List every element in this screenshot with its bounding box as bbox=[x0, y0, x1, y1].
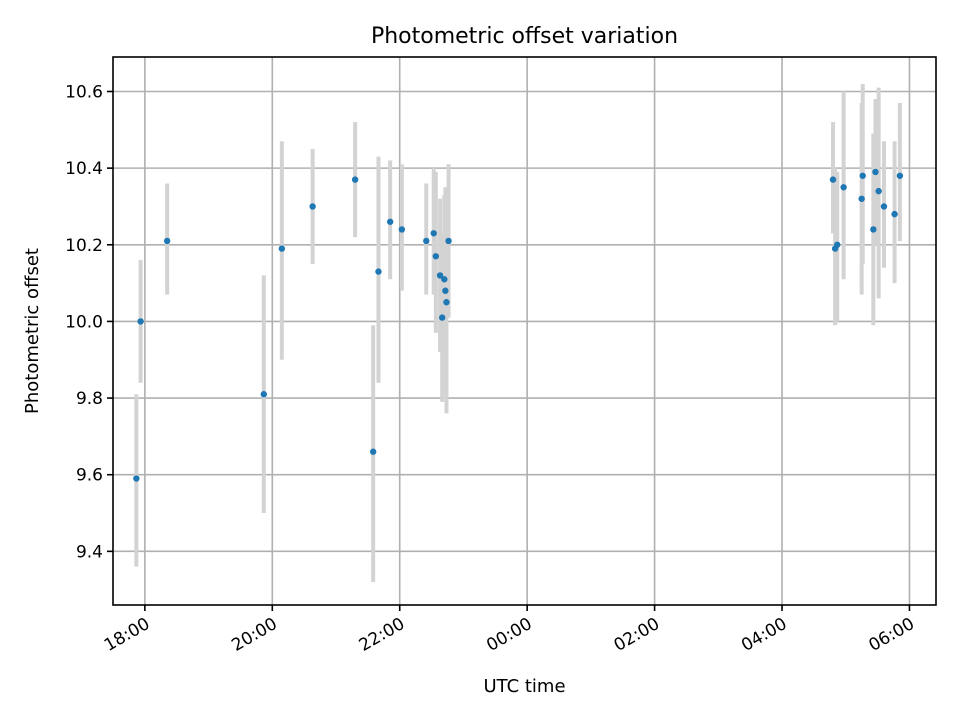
y-tick-label: 9.8 bbox=[76, 389, 103, 409]
x-axis-label: UTC time bbox=[483, 676, 565, 697]
y-axis-label: Photometric offset bbox=[22, 248, 43, 414]
data-point bbox=[436, 272, 444, 279]
data-points bbox=[133, 168, 904, 482]
grid-lines bbox=[113, 57, 936, 605]
data-point bbox=[423, 237, 430, 245]
data-point bbox=[896, 172, 904, 179]
data-point bbox=[443, 299, 450, 306]
data-point bbox=[859, 172, 866, 179]
data-point bbox=[834, 241, 841, 248]
plot-frame bbox=[112, 56, 937, 606]
data-point bbox=[137, 318, 144, 325]
data-point bbox=[386, 218, 394, 225]
data-point bbox=[858, 195, 865, 202]
data-point bbox=[133, 475, 140, 482]
data-point bbox=[441, 276, 448, 283]
chart-title: Photometric offset variation bbox=[371, 24, 678, 49]
data-point bbox=[439, 314, 446, 321]
data-point bbox=[430, 230, 437, 237]
data-point bbox=[398, 226, 406, 233]
data-point bbox=[870, 226, 877, 233]
y-tick-label: 9.4 bbox=[76, 542, 103, 562]
data-point bbox=[260, 391, 267, 398]
data-point bbox=[351, 176, 359, 183]
data-point bbox=[872, 168, 879, 176]
data-point bbox=[880, 203, 888, 210]
data-point bbox=[309, 203, 316, 210]
y-tick-label: 10.0 bbox=[65, 312, 103, 332]
data-point bbox=[829, 176, 837, 183]
data-point bbox=[375, 268, 382, 275]
data-point bbox=[445, 237, 452, 245]
data-point bbox=[278, 245, 286, 252]
data-point bbox=[163, 237, 171, 245]
data-point bbox=[891, 210, 898, 218]
data-point bbox=[369, 448, 377, 455]
data-point bbox=[840, 184, 847, 191]
y-tick-label: 10.6 bbox=[65, 82, 103, 102]
data-point bbox=[442, 287, 449, 294]
data-point bbox=[432, 253, 440, 260]
y-tick-label: 9.6 bbox=[76, 466, 103, 486]
data-point bbox=[875, 187, 882, 195]
y-tick-label: 10.4 bbox=[65, 159, 103, 179]
y-tick-label: 10.2 bbox=[65, 236, 103, 256]
